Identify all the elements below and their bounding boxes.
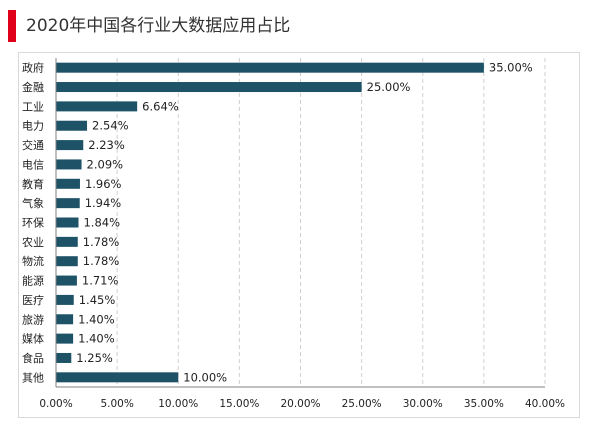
bar: [56, 217, 79, 228]
category-label: 电信: [22, 158, 44, 171]
category-label: 气象: [22, 196, 44, 210]
grid-lines: [116, 58, 546, 387]
data-label: 10.00%: [183, 370, 227, 384]
category-label: 物流: [22, 254, 44, 268]
bars: [56, 62, 484, 383]
data-label: 1.78%: [83, 254, 120, 268]
data-label: 1.40%: [78, 332, 115, 346]
bar: [56, 178, 80, 189]
bar: [56, 82, 362, 93]
x-tick-label: 10.00%: [158, 398, 198, 410]
data-label: 2.23%: [88, 138, 125, 152]
data-label: 1.40%: [78, 312, 115, 326]
bar: [56, 294, 74, 305]
bar: [56, 159, 82, 170]
bar: [56, 352, 72, 363]
category-label: 金融: [22, 80, 44, 94]
labels: 0.00% 5.00% 10.00% 15.00% 20.00% 25.00% 30.00%…: [22, 61, 565, 410]
category-label: 其他: [22, 371, 44, 384]
bar: [56, 120, 88, 131]
data-label: 2.54%: [92, 119, 129, 133]
category-label: 食品: [22, 351, 44, 365]
data-label: 1.71%: [82, 274, 119, 288]
data-label: 1.84%: [83, 216, 120, 230]
bar: [56, 236, 78, 247]
category-label: 工业: [22, 100, 44, 113]
axes: [55, 58, 545, 388]
bar: [56, 198, 80, 209]
category-label: 教育: [22, 177, 44, 191]
data-label: 1.96%: [85, 177, 122, 191]
bar: [56, 140, 84, 151]
data-label: 35.00%: [489, 61, 533, 75]
title-accent-bar: [8, 10, 16, 42]
bar: [56, 333, 74, 344]
bar: [56, 101, 138, 112]
x-tick-label: 25.00%: [342, 398, 382, 410]
data-label: 6.64%: [142, 99, 179, 113]
chart-frame: [18, 52, 580, 418]
data-label: 1.45%: [79, 293, 116, 307]
category-label: 环保: [22, 216, 44, 230]
bar: [56, 275, 77, 286]
bar: [56, 372, 179, 383]
data-label: 1.94%: [85, 196, 122, 210]
category-label: 旅游: [22, 312, 44, 326]
data-label: 25.00%: [367, 80, 411, 94]
category-label: 政府: [22, 61, 44, 75]
bar: [56, 256, 78, 267]
data-label: 1.25%: [76, 351, 113, 365]
category-label: 医疗: [22, 293, 44, 307]
data-label: 2.09%: [87, 157, 124, 171]
x-tick-label: 35.00%: [464, 398, 504, 410]
x-tick-label: 5.00%: [100, 398, 133, 410]
bar: [56, 62, 484, 73]
bar: [56, 314, 74, 325]
x-tick-label: 20.00%: [280, 398, 320, 410]
category-label: 电力: [22, 120, 44, 133]
x-tick-label: 15.00%: [219, 398, 259, 410]
category-label: 能源: [22, 274, 44, 288]
x-tick-label: 40.00%: [525, 398, 565, 410]
x-tick-label: 0.00%: [39, 398, 72, 410]
page-title: 2020年中国各行业大数据应用占比: [26, 16, 291, 36]
category-label: 交通: [22, 138, 44, 152]
category-label: 媒体: [22, 332, 44, 346]
data-label: 1.78%: [83, 235, 120, 249]
category-label: 农业: [22, 235, 44, 249]
x-tick-label: 30.00%: [403, 398, 443, 410]
